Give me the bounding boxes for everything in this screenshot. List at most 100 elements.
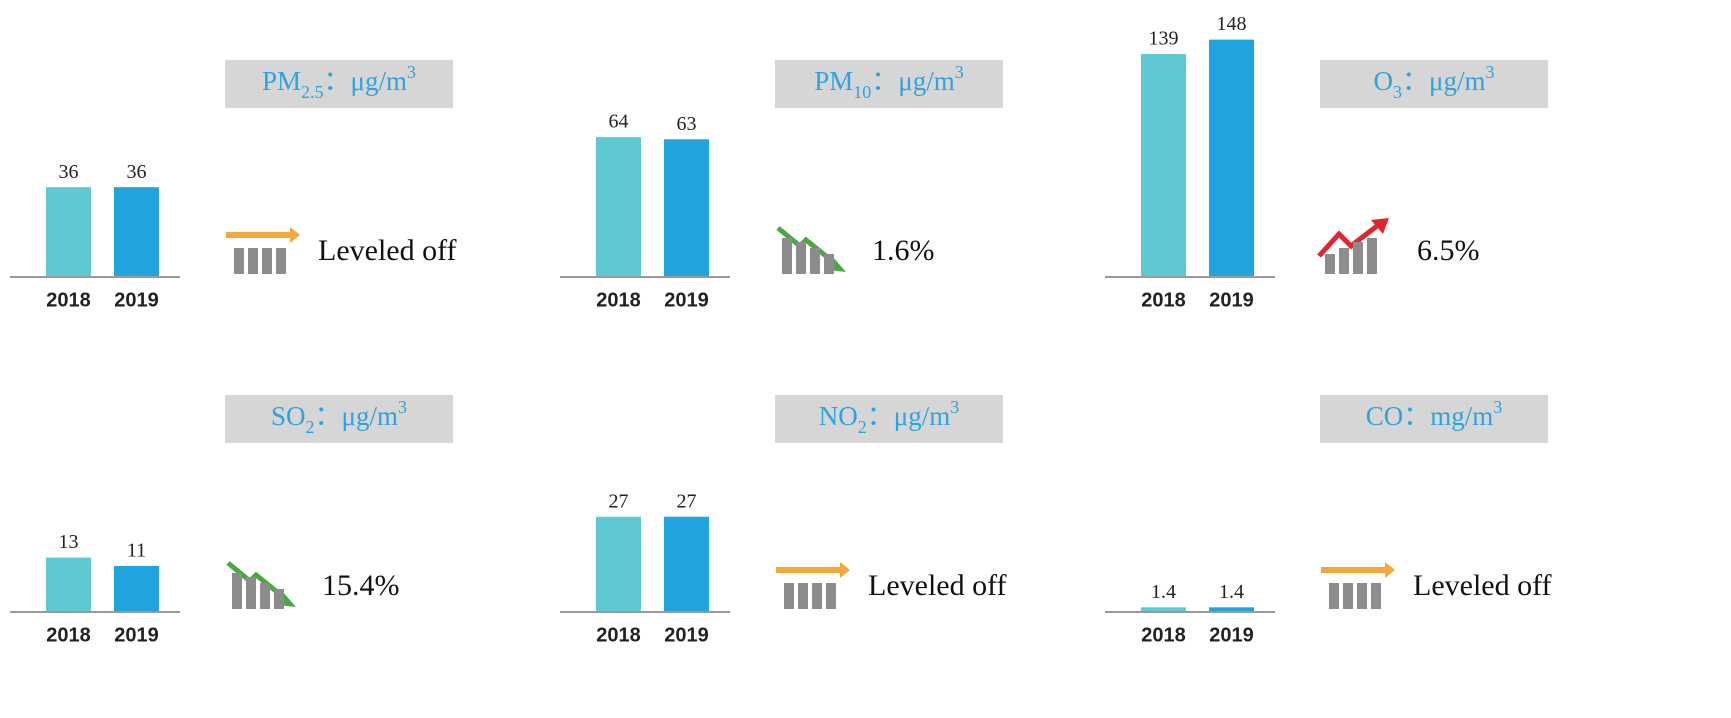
value-label: 139 — [1149, 28, 1179, 50]
trend-arrow-head — [1371, 218, 1389, 234]
trend-bar — [234, 248, 244, 274]
pollutant: PM — [814, 66, 853, 96]
pollutant: CO — [1366, 401, 1404, 431]
bar — [1141, 54, 1186, 277]
value-label: 27 — [677, 490, 697, 512]
unit-sup: 3 — [407, 62, 416, 82]
year-label: 2019 — [114, 624, 159, 646]
pollutant: PM — [262, 66, 301, 96]
unit: ：μg/m — [867, 401, 950, 431]
trend-annotation: Leveled off — [318, 234, 457, 267]
trend-bar — [274, 589, 284, 609]
pollutant-chart: 1.4 2018 1.4 2019 CO：mg/m3 Leveled off — [1105, 395, 1552, 646]
bar — [596, 516, 641, 612]
trend-bar — [246, 577, 256, 609]
value-label: 1.4 — [1219, 581, 1244, 603]
trend-bar — [276, 248, 286, 274]
trend-annotation: Leveled off — [1413, 569, 1552, 602]
value-label: 1.4 — [1151, 581, 1176, 603]
trend-bar — [782, 238, 792, 274]
bar — [1209, 39, 1254, 277]
pollutant-sub: 2 — [858, 417, 867, 437]
unit-sup: 3 — [950, 397, 959, 417]
title-box — [775, 60, 1003, 108]
chart-title: NO2：μg/m3 — [819, 397, 959, 437]
trend-bar — [784, 583, 794, 609]
unit-sup: 3 — [398, 397, 407, 417]
pollutant-chart: 27 2018 27 2019 NO2：μg/m3 Leveled off — [560, 395, 1007, 646]
pollutant-chart: 64 2018 63 2019 PM10：μg/m3 1.6% — [560, 60, 1003, 311]
pollutant-sub: 2 — [306, 417, 315, 437]
trend-bar — [1367, 238, 1377, 274]
trend-arrow — [226, 227, 300, 243]
year-label: 2019 — [114, 289, 159, 311]
trend-annotation: 1.6% — [872, 234, 935, 267]
bar — [46, 557, 91, 612]
trend-annotation: Leveled off — [868, 569, 1007, 602]
trend-icon — [1317, 218, 1389, 274]
trend-bar — [262, 248, 272, 274]
trend-bar — [1325, 254, 1335, 274]
chart-title: CO：mg/m3 — [1366, 397, 1503, 431]
pollutant: SO — [271, 401, 306, 431]
year-label: 2019 — [1209, 289, 1254, 311]
year-label: 2019 — [664, 289, 709, 311]
bar — [664, 139, 709, 277]
trend-icon — [1321, 562, 1395, 609]
trend-bar — [1339, 248, 1349, 274]
bar — [596, 137, 641, 277]
trend-annotation: 6.5% — [1417, 234, 1480, 267]
bar — [1141, 607, 1186, 612]
trend-icon — [226, 227, 300, 274]
year-label: 2018 — [46, 289, 91, 311]
bar — [664, 516, 709, 612]
bar — [114, 187, 159, 277]
unit: ：μg/m — [315, 401, 398, 431]
chart-title: PM2.5：μg/m3 — [262, 62, 416, 102]
value-label: 63 — [677, 113, 697, 135]
title-box — [225, 60, 453, 108]
unit: ：μg/m — [324, 66, 407, 96]
trend-bar — [810, 248, 820, 274]
trend-bar — [232, 573, 242, 609]
chart-title: SO2：μg/m3 — [271, 397, 407, 437]
unit: ：μg/m — [1402, 66, 1485, 96]
year-label: 2018 — [1141, 289, 1186, 311]
value-label: 27 — [609, 490, 629, 512]
value-label: 36 — [127, 161, 147, 183]
trend-bar — [248, 248, 258, 274]
pollutant-sub: 3 — [1393, 82, 1402, 102]
trend-bar — [1357, 583, 1367, 609]
bar — [114, 565, 159, 612]
year-label: 2018 — [46, 624, 91, 646]
trend-icon — [776, 562, 850, 609]
pollutant-chart: 36 2018 36 2019 PM2.5：μg/m3 Leveled off — [10, 60, 457, 311]
trend-icon — [226, 561, 296, 609]
trend-bar — [812, 583, 822, 609]
bar — [1209, 607, 1254, 612]
year-label: 2019 — [1209, 624, 1254, 646]
trend-bar — [798, 583, 808, 609]
trend-bar — [260, 583, 270, 609]
title-box — [225, 395, 453, 443]
title-box — [1320, 60, 1548, 108]
trend-arrow — [1321, 562, 1395, 578]
chart-title: O3：μg/m3 — [1374, 62, 1495, 102]
year-label: 2019 — [664, 624, 709, 646]
value-label: 64 — [609, 111, 629, 133]
pollutant-sub: 10 — [853, 82, 871, 102]
trend-annotation: 15.4% — [322, 569, 400, 602]
year-label: 2018 — [596, 289, 641, 311]
trend-bar — [796, 242, 806, 274]
pollutant-sub: 2.5 — [301, 82, 324, 102]
unit-sup: 3 — [1493, 397, 1502, 417]
pollutant-chart: 139 2018 148 2019 O3：μg/m3 6.5% — [1105, 13, 1548, 311]
unit-sup: 3 — [955, 62, 964, 82]
title-box — [775, 395, 1003, 443]
value-label: 148 — [1217, 13, 1247, 35]
unit-sup: 3 — [1485, 62, 1494, 82]
value-label: 36 — [59, 161, 79, 183]
trend-bar — [826, 583, 836, 609]
trend-bar — [824, 254, 834, 274]
